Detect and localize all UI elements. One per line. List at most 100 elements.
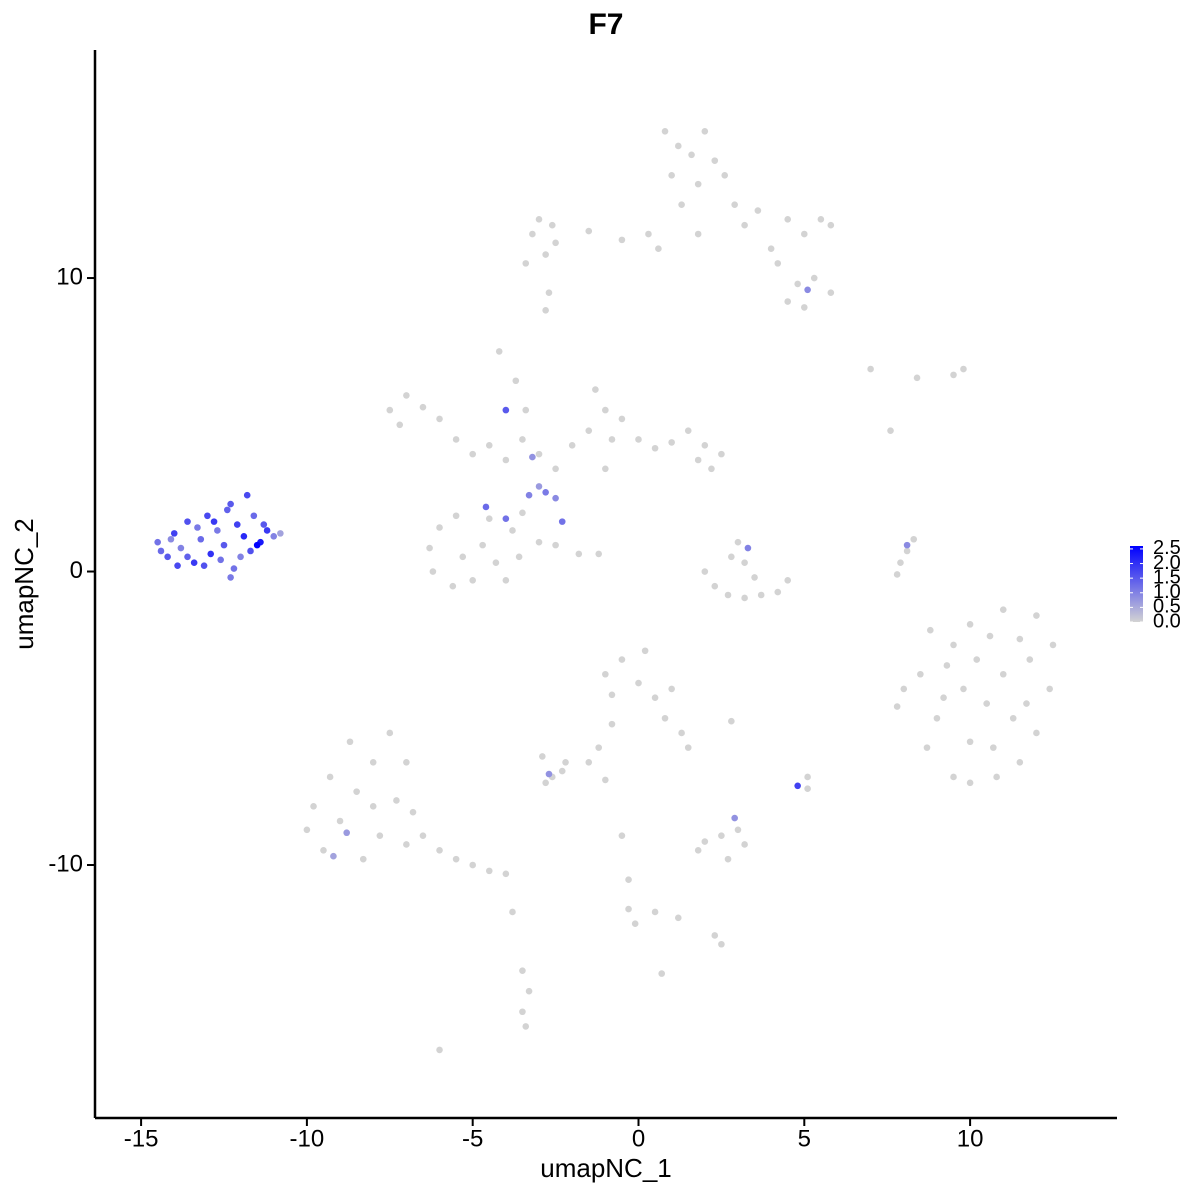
- point: [330, 852, 337, 860]
- point: [250, 512, 258, 520]
- point: [519, 1008, 526, 1016]
- point: [568, 442, 576, 449]
- point: [993, 773, 1000, 781]
- point: [509, 908, 516, 916]
- colorbar-tick-label: 0.0: [1153, 610, 1181, 632]
- point: [999, 670, 1007, 678]
- colorbar-tick-label: 1.0: [1153, 581, 1181, 603]
- point: [1009, 714, 1017, 722]
- point: [966, 738, 974, 746]
- point: [502, 456, 510, 464]
- point: [502, 406, 510, 414]
- point: [393, 797, 400, 804]
- point: [625, 905, 632, 913]
- point: [419, 403, 427, 411]
- point: [893, 571, 901, 578]
- point: [310, 803, 317, 810]
- point: [718, 940, 725, 948]
- point: [625, 876, 632, 883]
- point: [485, 515, 493, 522]
- y-axis-label: umapNC_2: [9, 518, 39, 650]
- point: [200, 562, 208, 569]
- point: [817, 216, 825, 223]
- point: [436, 415, 443, 423]
- point: [429, 568, 437, 575]
- point: [253, 541, 261, 549]
- point: [731, 201, 738, 208]
- point: [519, 436, 526, 443]
- point: [539, 753, 546, 760]
- point: [741, 221, 748, 229]
- point: [678, 201, 685, 208]
- point: [867, 365, 874, 373]
- point: [767, 245, 775, 252]
- point: [754, 207, 762, 214]
- point: [757, 591, 765, 599]
- point: [960, 685, 967, 693]
- x-axis-label: umapNC_1: [540, 1153, 672, 1183]
- point: [217, 556, 224, 564]
- point: [585, 227, 593, 235]
- point: [658, 970, 666, 977]
- point: [635, 679, 642, 687]
- point: [661, 714, 669, 722]
- point: [1016, 758, 1024, 766]
- point: [711, 582, 719, 590]
- point: [230, 565, 238, 572]
- x-tick-label: -10: [290, 1125, 325, 1152]
- point: [177, 544, 185, 552]
- x-tick-label: 10: [957, 1125, 984, 1152]
- point: [558, 767, 566, 775]
- point: [585, 758, 593, 766]
- point: [923, 744, 931, 751]
- point: [575, 550, 583, 558]
- point: [485, 867, 493, 875]
- point: [973, 656, 981, 663]
- point: [602, 465, 609, 473]
- point: [668, 172, 675, 179]
- point: [827, 289, 835, 297]
- point: [774, 588, 782, 596]
- point: [724, 591, 732, 599]
- point: [986, 632, 994, 640]
- point: [529, 230, 536, 238]
- colorbar-tick-label: 2.0: [1153, 552, 1181, 574]
- point: [794, 280, 801, 288]
- point: [558, 518, 566, 525]
- point: [343, 829, 350, 837]
- point: [469, 450, 476, 458]
- point: [721, 172, 729, 179]
- x-tick-label: -15: [124, 1125, 159, 1152]
- point: [502, 515, 510, 522]
- point: [545, 289, 553, 297]
- point: [950, 773, 957, 781]
- point: [651, 444, 659, 452]
- point: [522, 1023, 530, 1030]
- point: [509, 527, 516, 534]
- point: [910, 535, 918, 543]
- point: [452, 436, 460, 443]
- point: [800, 304, 808, 311]
- point: [369, 803, 377, 810]
- point: [303, 826, 311, 834]
- point: [933, 714, 941, 722]
- point: [519, 509, 526, 517]
- point: [277, 530, 284, 537]
- point: [403, 758, 410, 766]
- point: [207, 550, 215, 558]
- point: [1049, 641, 1057, 649]
- point: [794, 782, 801, 790]
- point: [950, 641, 957, 649]
- point: [436, 847, 443, 854]
- axes: -15 -10 -5 0 5 10 -10 0 10 0.00.51.01.52.02.5: [48, 50, 1181, 1152]
- point: [1016, 635, 1024, 643]
- point: [711, 932, 719, 939]
- point: [515, 553, 523, 561]
- point: [718, 832, 725, 839]
- point: [326, 773, 334, 781]
- point: [592, 386, 599, 393]
- point: [734, 538, 742, 546]
- point: [492, 559, 500, 567]
- point: [190, 559, 198, 567]
- point: [917, 670, 924, 678]
